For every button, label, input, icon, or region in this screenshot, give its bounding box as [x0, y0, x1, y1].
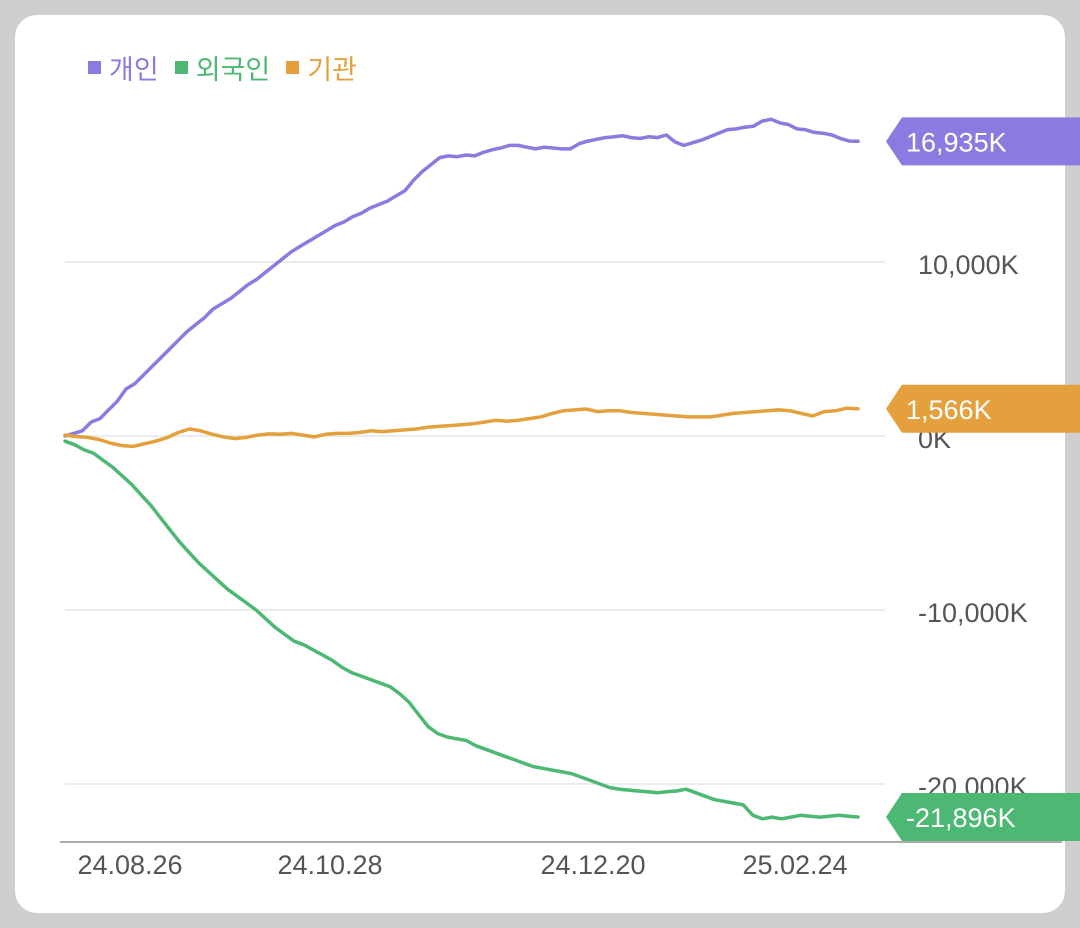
badge-shape — [886, 117, 1080, 166]
legend-swatch-institution — [286, 61, 300, 74]
legend-item-individual[interactable]: 개인 — [88, 48, 159, 87]
y-tick-label: 10,000K — [918, 250, 1019, 280]
badge-value-label: 1,566K — [906, 395, 992, 425]
legend-swatch-foreign — [174, 61, 188, 74]
x-tick-label: 24.10.28 — [277, 850, 382, 880]
badge-shape — [886, 384, 1080, 433]
chart-card — [15, 15, 1065, 913]
legend-label-institution: 기관 — [307, 55, 357, 85]
series-line-foreign — [63, 439, 860, 821]
y-tick-label: -10,000K — [918, 598, 1028, 628]
chart-legend: 개인 외국인 기관 — [88, 48, 357, 87]
legend-label-individual: 개인 — [109, 55, 159, 85]
series-line-individual — [63, 117, 860, 438]
last-value-badge-institution: 1,566K — [886, 384, 1080, 433]
last-value-badge-foreign: -21,896K — [886, 792, 1080, 841]
badge-value-label: -21,896K — [906, 803, 1016, 833]
x-tick-label: 25.02.24 — [742, 850, 847, 880]
legend-label-foreign: 외국인 — [195, 55, 271, 85]
badge-shape — [886, 792, 1080, 841]
x-tick-label: 24.08.26 — [77, 850, 182, 880]
legend-swatch-individual — [88, 61, 101, 74]
legend-item-foreign[interactable]: 외국인 — [174, 48, 271, 87]
legend-item-institution[interactable]: 기관 — [286, 48, 357, 87]
series-line-institution — [63, 406, 860, 449]
x-tick-label: 24.12.20 — [540, 850, 645, 880]
badge-value-label: 16,935K — [906, 127, 1007, 157]
last-value-badge-individual: 16,935K — [886, 117, 1080, 166]
